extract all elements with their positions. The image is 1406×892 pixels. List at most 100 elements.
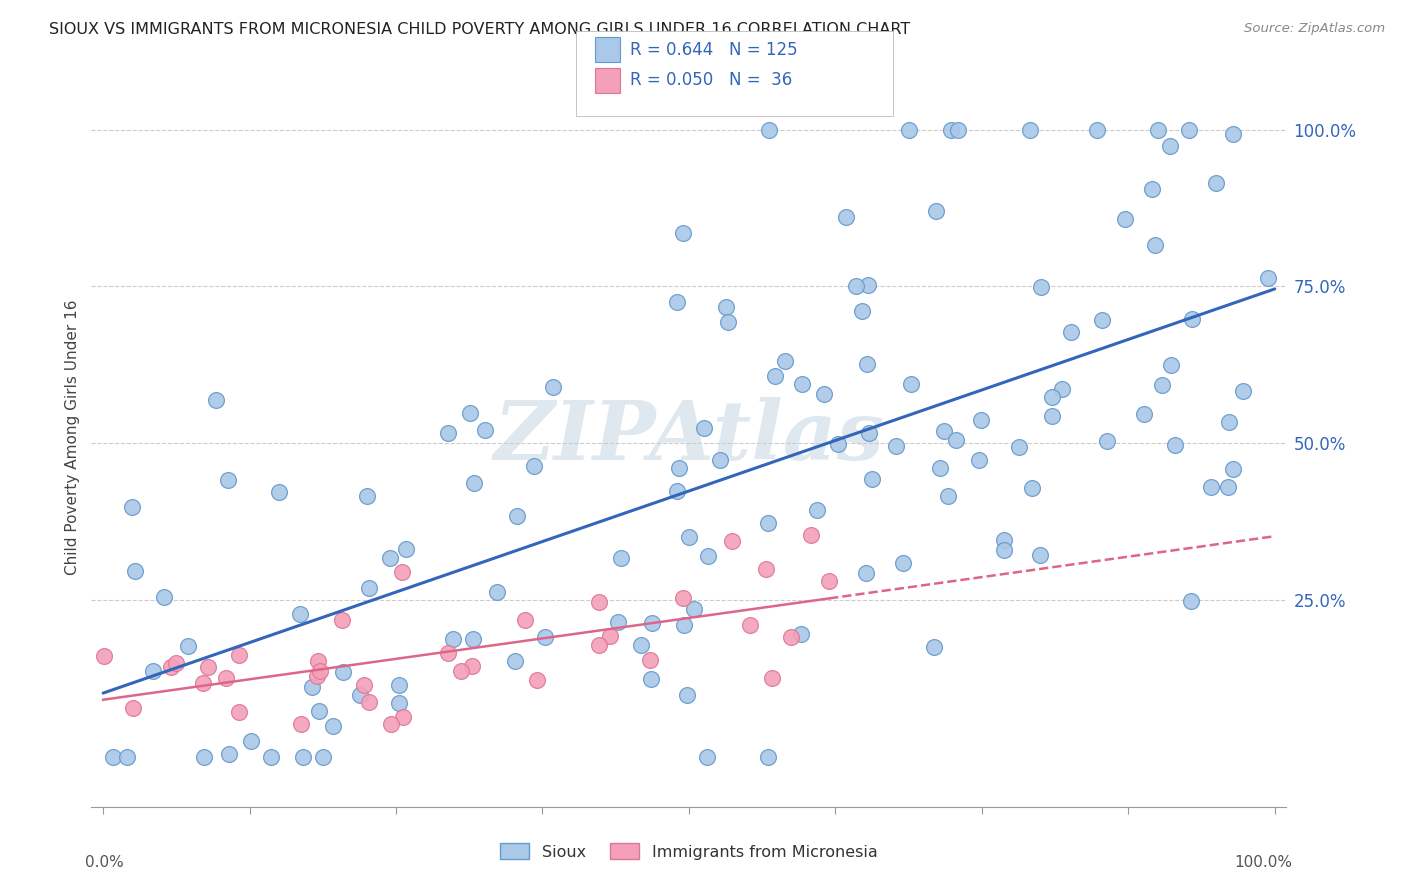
Point: [437, 425, 460, 440]
Point: [993, 543, 1015, 558]
Point: [288, 607, 311, 622]
Point: [159, 660, 181, 674]
Point: [1018, 122, 1040, 136]
Point: [259, 750, 281, 764]
Point: [924, 640, 946, 655]
Legend: Sioux, Immigrants from Micronesia: Sioux, Immigrants from Micronesia: [494, 837, 884, 866]
Point: [790, 377, 813, 392]
Point: [1160, 358, 1182, 372]
Point: [142, 664, 165, 678]
Point: [756, 750, 779, 764]
Point: [165, 656, 187, 670]
Point: [693, 421, 716, 435]
Point: [356, 489, 378, 503]
Point: [312, 750, 335, 764]
Point: [506, 509, 529, 524]
Point: [945, 433, 967, 447]
Point: [228, 648, 250, 662]
Point: [193, 750, 215, 764]
Point: [946, 122, 969, 136]
Point: [1199, 480, 1222, 494]
Point: [1232, 384, 1254, 398]
Point: [682, 602, 704, 616]
Point: [672, 591, 695, 606]
Point: [122, 701, 145, 715]
Point: [936, 489, 959, 503]
Point: [357, 581, 380, 595]
Point: [1222, 462, 1244, 476]
Point: [969, 413, 991, 427]
Point: [121, 500, 143, 515]
Point: [458, 406, 481, 420]
Point: [301, 680, 323, 694]
Point: [721, 533, 744, 548]
Point: [1133, 407, 1156, 421]
Point: [925, 204, 948, 219]
Text: R = 0.644   N = 125: R = 0.644 N = 125: [630, 41, 797, 59]
Point: [461, 632, 484, 647]
Point: [676, 689, 699, 703]
Point: [1040, 390, 1063, 404]
Point: [1060, 325, 1083, 339]
Point: [1164, 438, 1187, 452]
Point: [1205, 176, 1227, 190]
Point: [1181, 311, 1204, 326]
Point: [460, 659, 482, 673]
Text: SIOUX VS IMMIGRANTS FROM MICRONESIA CHILD POVERTY AMONG GIRLS UNDER 16 CORRELATI: SIOUX VS IMMIGRANTS FROM MICRONESIA CHIL…: [49, 22, 911, 37]
Point: [599, 629, 621, 643]
Point: [640, 615, 662, 630]
Point: [1091, 313, 1114, 327]
Point: [714, 300, 737, 314]
Point: [897, 122, 920, 136]
Point: [835, 210, 858, 224]
Point: [755, 561, 778, 575]
Point: [672, 226, 695, 240]
Point: [773, 354, 796, 368]
Point: [1021, 481, 1043, 495]
Point: [900, 376, 922, 391]
Point: [204, 392, 226, 407]
Point: [1150, 378, 1173, 392]
Point: [515, 613, 537, 627]
Point: [668, 461, 690, 475]
Point: [388, 697, 411, 711]
Point: [1029, 280, 1052, 294]
Text: R = 0.050   N =  36: R = 0.050 N = 36: [630, 71, 792, 89]
Point: [845, 279, 868, 293]
Point: [1008, 440, 1031, 454]
Point: [349, 688, 371, 702]
Point: [239, 734, 262, 748]
Point: [640, 672, 662, 686]
Point: [391, 565, 413, 579]
Point: [588, 595, 610, 609]
Text: 100.0%: 100.0%: [1234, 855, 1292, 871]
Point: [353, 678, 375, 692]
Point: [378, 550, 401, 565]
Point: [309, 665, 332, 679]
Point: [308, 704, 330, 718]
Point: [800, 527, 823, 541]
Point: [939, 122, 962, 136]
Point: [738, 617, 761, 632]
Point: [503, 654, 526, 668]
Point: [758, 122, 780, 136]
Point: [441, 632, 464, 647]
Point: [176, 639, 198, 653]
Point: [228, 705, 250, 719]
Point: [523, 459, 546, 474]
Point: [1146, 122, 1168, 136]
Point: [153, 591, 176, 605]
Point: [610, 550, 633, 565]
Point: [388, 678, 411, 692]
Point: [307, 654, 329, 668]
Point: [763, 369, 786, 384]
Point: [217, 473, 239, 487]
Point: [1257, 271, 1279, 285]
Point: [215, 671, 238, 685]
Point: [993, 533, 1015, 547]
Point: [855, 566, 877, 580]
Point: [391, 710, 413, 724]
Point: [1180, 594, 1202, 608]
Point: [851, 303, 873, 318]
Point: [696, 549, 718, 563]
